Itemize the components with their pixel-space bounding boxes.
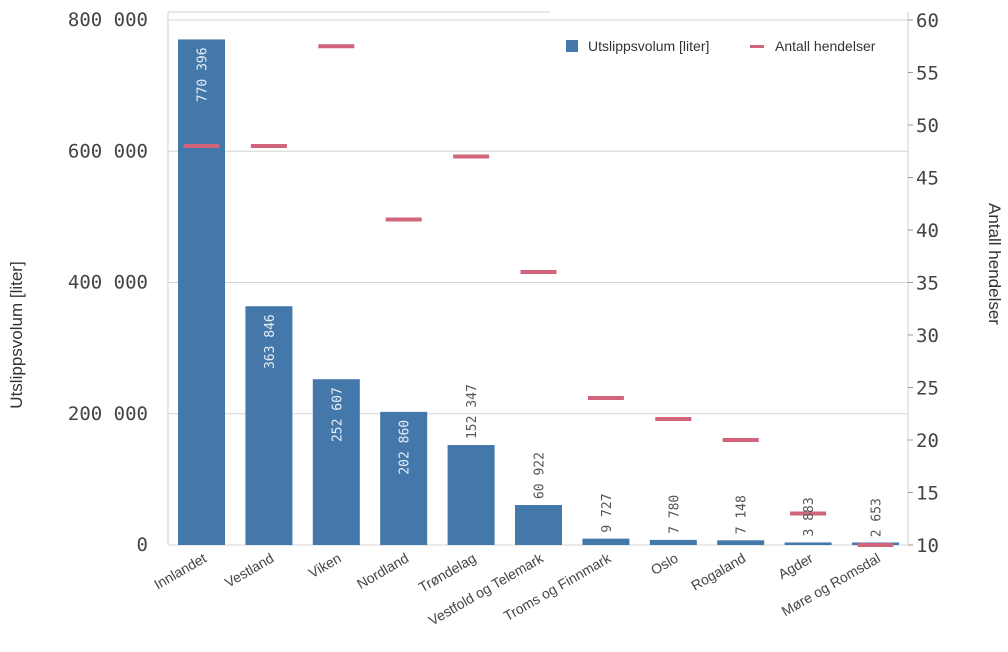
legend-bar-swatch: [566, 40, 578, 52]
bar-value-label: 60 922: [533, 452, 548, 499]
event-marker: [722, 438, 759, 442]
bar-value-label: 9 727: [600, 493, 615, 532]
right-tick-label: 45: [916, 168, 939, 190]
bar-value-label: 202 860: [398, 420, 413, 475]
legend-marker-swatch: [750, 45, 764, 48]
event-marker: [587, 396, 624, 400]
bar: [178, 39, 225, 546]
bar: [312, 379, 360, 545]
right-axis-title: Antall hendelser: [985, 203, 1004, 325]
event-marker: [318, 44, 355, 49]
bar: [717, 540, 765, 545]
event-marker: [385, 217, 422, 222]
bar-value-label: 3 883: [802, 497, 817, 536]
category-label: Oslo: [648, 550, 681, 578]
category-label: Innlandet: [151, 550, 209, 593]
right-tick-label: 35: [916, 273, 939, 295]
event-marker: [183, 144, 220, 148]
bar: [245, 306, 293, 545]
right-tick-label: 10: [916, 535, 939, 557]
event-marker: [857, 543, 894, 547]
bars: [178, 39, 899, 546]
bar-value-label: 7 148: [735, 495, 750, 534]
bar: [447, 445, 495, 545]
right-tick-label: 20: [916, 430, 939, 452]
bar: [582, 538, 630, 545]
left-tick-label: 600 000: [68, 140, 148, 162]
category-label: Vestfold og Telemark: [426, 549, 547, 628]
event-marker: [655, 417, 692, 421]
right-axis: 10 15 20 25 30 35 40 45 50 55 60: [908, 10, 939, 557]
event-marker: [453, 154, 490, 159]
left-tick-label: 200 000: [68, 403, 148, 425]
category-label: Rogaland: [688, 550, 748, 594]
bar-labels: 770 396 363 846 252 607 202 860 152 347 60 92…: [196, 47, 885, 537]
bar-value-label: 2 653: [870, 498, 885, 537]
bar-value-label: 770 396: [196, 47, 211, 102]
right-tick-label: 15: [916, 483, 939, 505]
event-marker: [790, 511, 827, 516]
left-tick-label: 400 000: [68, 272, 148, 294]
category-labels: Innlandet Vestland Viken Nordland TrøndelagV…: [151, 549, 883, 628]
event-marker: [250, 144, 287, 148]
bar: [515, 505, 562, 545]
bar: [784, 542, 832, 545]
left-tick-label: 0: [137, 534, 148, 556]
right-tick-label: 25: [916, 378, 939, 400]
event-markers: [183, 44, 894, 547]
right-tick-label: 40: [916, 220, 939, 242]
right-tick-label: 50: [916, 115, 939, 137]
right-tick-label: 55: [916, 63, 939, 85]
category-label: Nordland: [354, 550, 411, 592]
legend-marker-label: Antall hendelser: [775, 38, 876, 54]
bar: [649, 539, 697, 545]
category-label: Viken: [306, 550, 344, 581]
bar-value-label: 152 347: [465, 384, 480, 439]
bar: [380, 411, 428, 545]
left-axis: 0 200 000 400 000 600 000 800 000: [68, 9, 148, 556]
legend: Utslippsvolum [liter] Antall hendelser: [566, 38, 876, 54]
left-axis-title: Utslippsvolum [liter]: [7, 261, 26, 408]
bar-value-label: 363 846: [263, 314, 278, 369]
event-marker: [520, 270, 557, 274]
right-tick-label: 60: [916, 10, 939, 32]
bar-value-label: 7 780: [667, 495, 682, 534]
category-label: Vestland: [222, 550, 277, 591]
bar-value-label: 252 607: [330, 387, 345, 442]
legend-bar-label: Utslippsvolum [liter]: [588, 38, 709, 54]
category-label: Agder: [775, 550, 816, 583]
left-tick-label: 800 000: [68, 9, 148, 31]
right-tick-label: 30: [916, 325, 939, 347]
